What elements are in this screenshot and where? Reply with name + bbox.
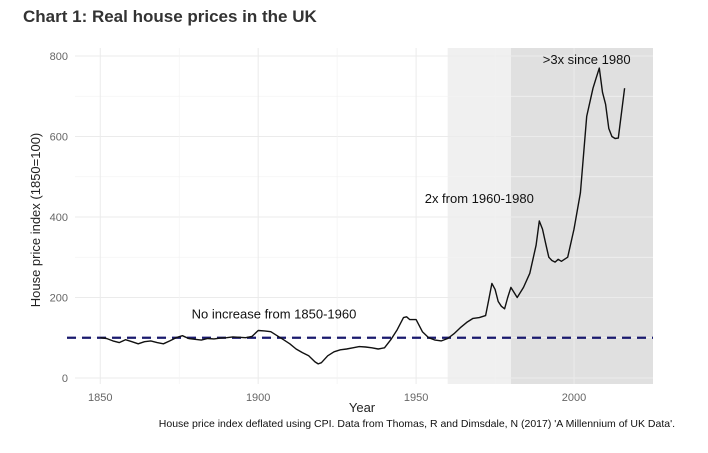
y-tick-label: 200 [50, 292, 68, 304]
y-axis-title: House price index (1850=100) [28, 133, 43, 308]
x-axis-title: Year [349, 400, 376, 415]
shaded-periods [447, 48, 653, 384]
annotation-label: No increase from 1850-1960 [192, 306, 357, 321]
x-tick-label: 1900 [246, 392, 270, 404]
y-tick-label: 0 [62, 373, 68, 385]
source-note: House price index deflated using CPI. Da… [158, 418, 675, 430]
gridlines [75, 48, 653, 384]
x-axis-ticks: 1850 1900 1950 2000 [88, 392, 586, 404]
shaded-region-0 [447, 48, 511, 384]
annotations: No increase from 1850-1960 2x from 1960-1… [192, 52, 631, 321]
x-tick-label: 2000 [562, 392, 586, 404]
y-axis-ticks: 0 200 400 600 800 [50, 51, 68, 385]
x-tick-label: 1850 [88, 392, 112, 404]
x-tick-label: 1950 [404, 392, 428, 404]
annotation-label: >3x since 1980 [543, 52, 631, 67]
y-tick-label: 800 [50, 51, 68, 63]
y-tick-label: 600 [50, 132, 68, 144]
shaded-region-1 [510, 48, 653, 384]
series-group [100, 67, 626, 365]
y-tick-label: 400 [50, 212, 68, 224]
series-line-0 [100, 67, 626, 365]
chart-title: Chart 1: Real house prices in the UK [23, 7, 317, 26]
annotation-label: 2x from 1960-1980 [425, 191, 534, 206]
